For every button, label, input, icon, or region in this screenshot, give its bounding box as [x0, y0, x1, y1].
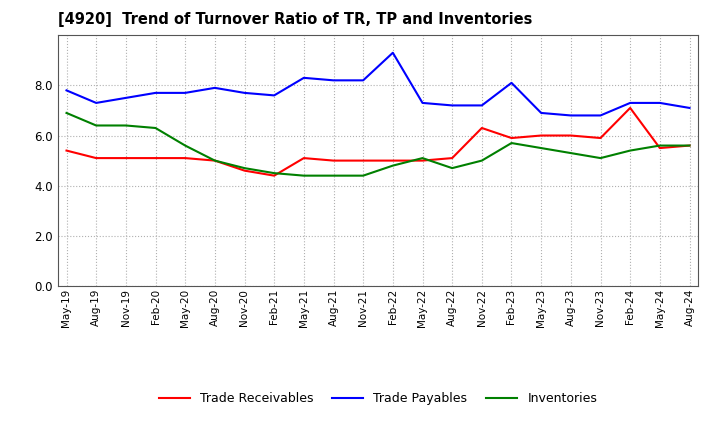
- Trade Payables: [626, 100, 634, 106]
- Trade Payables: [418, 100, 427, 106]
- Inventories: [62, 110, 71, 116]
- Trade Receivables: [685, 143, 694, 148]
- Trade Payables: [596, 113, 605, 118]
- Line: Inventories: Inventories: [66, 113, 690, 176]
- Trade Receivables: [537, 133, 546, 138]
- Inventories: [567, 150, 575, 156]
- Trade Payables: [477, 103, 486, 108]
- Legend: Trade Receivables, Trade Payables, Inventories: Trade Receivables, Trade Payables, Inven…: [153, 387, 603, 410]
- Trade Payables: [181, 90, 189, 95]
- Inventories: [240, 165, 249, 171]
- Trade Receivables: [151, 155, 160, 161]
- Trade Receivables: [300, 155, 308, 161]
- Trade Receivables: [389, 158, 397, 163]
- Trade Receivables: [270, 173, 279, 178]
- Inventories: [448, 165, 456, 171]
- Trade Receivables: [567, 133, 575, 138]
- Trade Payables: [359, 78, 367, 83]
- Inventories: [329, 173, 338, 178]
- Inventories: [389, 163, 397, 168]
- Line: Trade Receivables: Trade Receivables: [66, 108, 690, 176]
- Trade Receivables: [626, 105, 634, 110]
- Line: Trade Payables: Trade Payables: [66, 53, 690, 115]
- Trade Payables: [270, 93, 279, 98]
- Trade Payables: [537, 110, 546, 116]
- Inventories: [300, 173, 308, 178]
- Inventories: [507, 140, 516, 146]
- Inventories: [626, 148, 634, 153]
- Trade Payables: [151, 90, 160, 95]
- Text: [4920]  Trend of Turnover Ratio of TR, TP and Inventories: [4920] Trend of Turnover Ratio of TR, TP…: [58, 12, 532, 27]
- Inventories: [596, 155, 605, 161]
- Trade Receivables: [596, 136, 605, 141]
- Trade Receivables: [448, 155, 456, 161]
- Trade Payables: [567, 113, 575, 118]
- Inventories: [210, 158, 219, 163]
- Trade Receivables: [210, 158, 219, 163]
- Trade Receivables: [507, 136, 516, 141]
- Trade Receivables: [240, 168, 249, 173]
- Trade Receivables: [122, 155, 130, 161]
- Inventories: [418, 155, 427, 161]
- Trade Payables: [92, 100, 101, 106]
- Trade Payables: [507, 80, 516, 85]
- Inventories: [477, 158, 486, 163]
- Trade Receivables: [92, 155, 101, 161]
- Trade Payables: [329, 78, 338, 83]
- Inventories: [270, 170, 279, 176]
- Trade Receivables: [655, 145, 664, 150]
- Trade Payables: [389, 50, 397, 55]
- Trade Payables: [300, 75, 308, 81]
- Inventories: [181, 143, 189, 148]
- Trade Payables: [62, 88, 71, 93]
- Trade Payables: [210, 85, 219, 91]
- Trade Payables: [122, 95, 130, 100]
- Trade Receivables: [62, 148, 71, 153]
- Inventories: [359, 173, 367, 178]
- Trade Payables: [685, 105, 694, 110]
- Inventories: [655, 143, 664, 148]
- Inventories: [122, 123, 130, 128]
- Trade Receivables: [477, 125, 486, 131]
- Trade Receivables: [359, 158, 367, 163]
- Inventories: [685, 143, 694, 148]
- Trade Receivables: [418, 158, 427, 163]
- Inventories: [151, 125, 160, 131]
- Trade Payables: [240, 90, 249, 95]
- Trade Payables: [448, 103, 456, 108]
- Inventories: [92, 123, 101, 128]
- Trade Payables: [655, 100, 664, 106]
- Trade Receivables: [181, 155, 189, 161]
- Inventories: [537, 145, 546, 150]
- Trade Receivables: [329, 158, 338, 163]
